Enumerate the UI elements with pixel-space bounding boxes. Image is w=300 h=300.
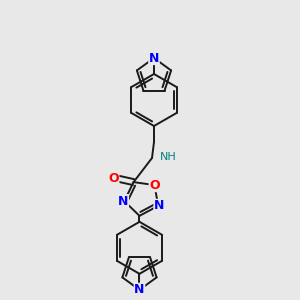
Text: N: N: [149, 52, 159, 64]
Text: N: N: [154, 200, 164, 212]
Text: N: N: [134, 283, 145, 296]
Text: O: O: [149, 178, 160, 192]
Text: NH: NH: [160, 152, 177, 162]
Text: O: O: [108, 172, 119, 184]
Text: N: N: [118, 195, 128, 208]
